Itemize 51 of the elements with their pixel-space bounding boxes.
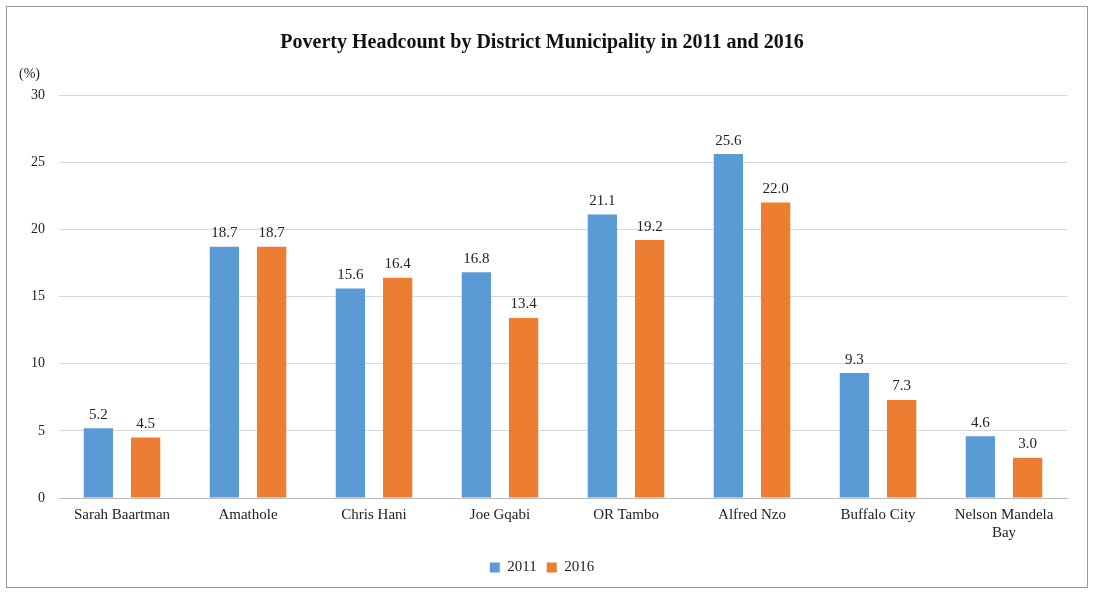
y-axis-title: (%) (19, 65, 41, 82)
data-label: 21.1 (589, 191, 616, 208)
x-tick-label: Chris Hani (341, 505, 407, 522)
x-tick-label: Nelson Mandela Bay (954, 505, 1054, 540)
x-tick-label: Alfred Nzo (718, 505, 786, 522)
data-label: 22.0 (762, 179, 789, 196)
bar (256, 246, 287, 498)
bar (83, 428, 114, 498)
y-tick-label: 25 (31, 153, 45, 169)
bar (1012, 457, 1043, 498)
data-label: 9.3 (845, 350, 864, 367)
data-label: 18.7 (258, 224, 286, 241)
data-label: 13.4 (510, 295, 538, 312)
data-label: 16.4 (384, 255, 412, 272)
y-tick-label: 15 (31, 288, 45, 304)
y-tick-label: 5 (38, 422, 45, 438)
bar (587, 214, 618, 498)
bar (335, 288, 366, 498)
data-label: 4.5 (136, 414, 155, 431)
y-tick-label: 0 (38, 489, 45, 505)
x-tick-label: Sarah Baartman (73, 505, 171, 522)
bar (209, 246, 240, 498)
x-tick-label: Joe Gqabi (469, 505, 531, 522)
data-label: 16.8 (463, 249, 490, 266)
bar (508, 317, 539, 498)
data-label: 15.6 (337, 265, 364, 282)
y-tick-label: 10 (31, 355, 45, 371)
data-label: 4.6 (971, 413, 991, 430)
y-tick-label: 30 (31, 86, 45, 102)
legend-label: 2016 (564, 558, 595, 575)
data-label: 3.0 (1018, 435, 1037, 452)
bar (886, 399, 917, 498)
chart-title: Poverty Headcount by District Municipality in 2011 and 2016 (280, 30, 804, 54)
x-tick-label: Buffalo City (840, 505, 917, 522)
bar (839, 373, 870, 498)
data-label: 5.2 (89, 405, 108, 422)
bar (760, 202, 791, 498)
bar (713, 154, 744, 498)
bar (461, 272, 492, 498)
x-tick-label: OR Tambo (593, 505, 659, 522)
data-label: 19.2 (636, 217, 663, 234)
x-tick-label: Amathole (218, 505, 278, 522)
data-label: 7.3 (892, 377, 911, 394)
bar (965, 436, 996, 498)
y-tick-label: 20 (31, 221, 45, 237)
legend-label: 2011 (507, 558, 537, 575)
bar (382, 277, 413, 498)
bar (130, 437, 161, 498)
data-label: 25.6 (715, 131, 742, 148)
bar (634, 240, 665, 498)
data-label: 18.7 (211, 224, 238, 241)
